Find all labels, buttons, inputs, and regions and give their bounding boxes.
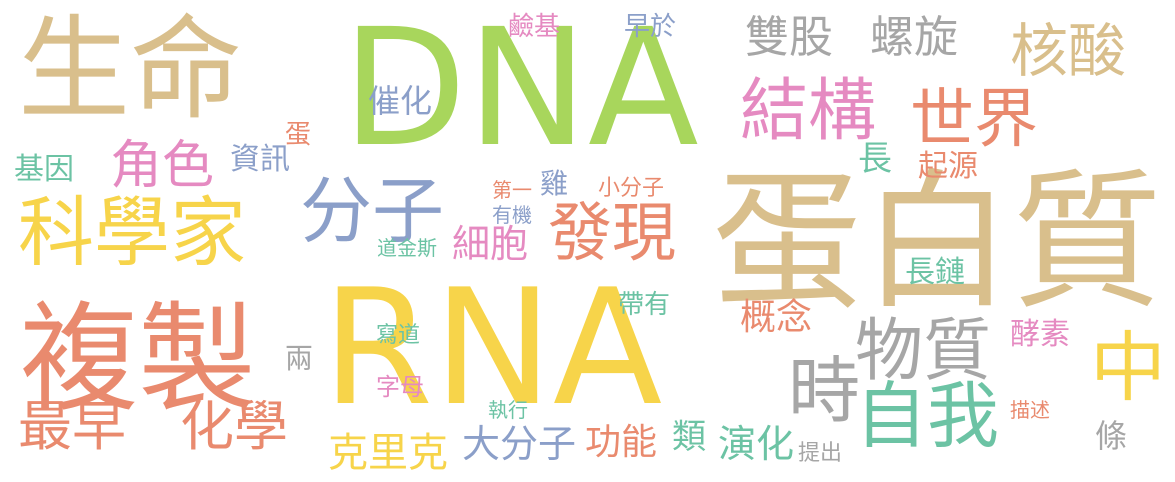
word: 帶有 (618, 290, 671, 320)
word: 角色 (110, 136, 215, 196)
word: 中 (1090, 323, 1166, 412)
word: 道金斯 (377, 236, 437, 260)
word: 科學家 (18, 188, 246, 277)
word: 小分子 (598, 176, 665, 201)
word: 兩 (285, 342, 314, 375)
word: 蛋 (285, 120, 312, 150)
word: 提出 (798, 441, 843, 466)
word: 細胞 (452, 222, 529, 266)
word: 蛋白質 (712, 156, 1163, 330)
word: 執行 (488, 398, 528, 422)
word: 結構 (740, 72, 877, 151)
word: 發現 (548, 197, 676, 271)
word: 最早 (18, 395, 126, 458)
word: 演化 (718, 422, 795, 466)
word: 起源 (918, 149, 978, 184)
word: 大分子 (462, 422, 577, 466)
word: 分子 (300, 169, 445, 253)
word: 類 (672, 417, 706, 457)
word: 條 (1095, 417, 1128, 455)
word: 鹼基 (508, 12, 561, 42)
word: 有機 (492, 203, 532, 227)
word: 字母 (376, 373, 424, 401)
word: 化學 (180, 395, 288, 458)
word: 概念 (740, 297, 813, 338)
word: 長 (858, 139, 892, 179)
word: 第一 (492, 178, 532, 202)
word: 功能 (585, 422, 658, 463)
word: 生命 (18, 5, 242, 135)
word: 核酸 (1010, 17, 1127, 85)
word: 基因 (14, 152, 74, 187)
word: 物質 (855, 312, 992, 391)
word: 時 (788, 349, 861, 433)
word: DNA (342, 0, 699, 183)
word: 世界 (910, 83, 1038, 157)
word: 資訊 (230, 142, 290, 177)
word: 早於 (624, 12, 677, 42)
word: 寫道 (376, 323, 421, 348)
word: 酵素 (1010, 317, 1070, 352)
word: 催化 (368, 82, 433, 120)
word: 克里克 (328, 430, 448, 476)
word: 複製 (20, 290, 257, 428)
word: 自我 (855, 374, 1000, 458)
word: 描述 (1010, 398, 1050, 422)
word: 長鏈 (905, 255, 965, 290)
word: 雙股 (745, 12, 833, 63)
word: 雞 (540, 167, 569, 200)
word: RNA (322, 254, 663, 441)
word: 螺旋 (870, 12, 958, 63)
